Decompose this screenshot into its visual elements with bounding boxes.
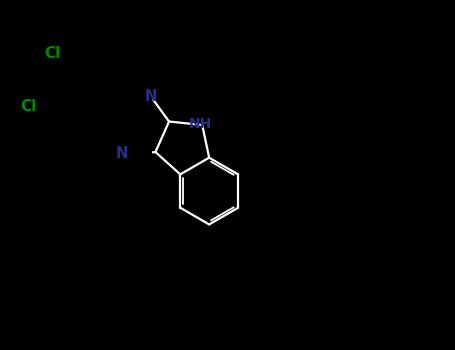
Text: N: N: [145, 89, 157, 104]
Text: Cl: Cl: [20, 99, 36, 114]
Text: NH: NH: [189, 117, 212, 131]
Text: Cl: Cl: [45, 47, 61, 61]
Text: N: N: [116, 147, 128, 161]
